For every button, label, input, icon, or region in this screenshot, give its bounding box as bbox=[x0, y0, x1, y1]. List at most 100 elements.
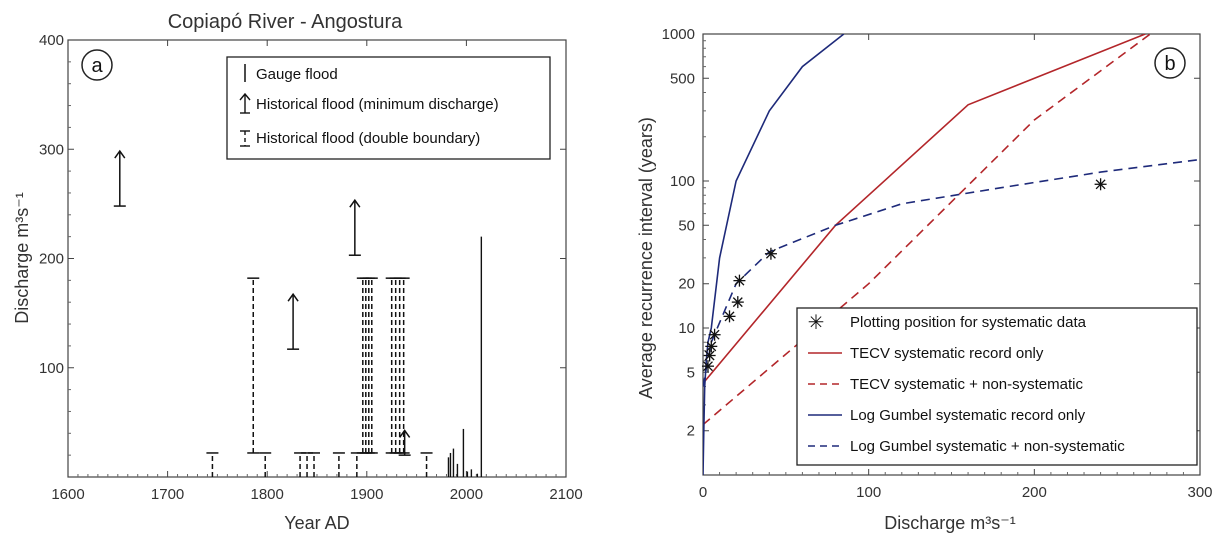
a-ytick-label: 200 bbox=[39, 251, 64, 268]
b-xtick-label: 0 bbox=[699, 484, 707, 501]
point-stroke bbox=[732, 297, 743, 308]
panel-a-ticks: 1600 1700 1800 1900 2000 2100 100 200 300 400 bbox=[39, 32, 583, 503]
panel-b: 0 100 200 300 2 5 10 20 50 100 500 1000 Discharge m… bbox=[636, 26, 1213, 533]
historical-double-boundary bbox=[356, 277, 369, 454]
historical-minimum bbox=[287, 292, 300, 350]
series-line-0 bbox=[703, 34, 1146, 384]
b-ytick-label: 100 bbox=[670, 173, 695, 190]
legend-plotting-position-marker: ✳ bbox=[808, 312, 825, 334]
panel-b-series bbox=[703, 34, 1200, 475]
panel-a-badge-letter: a bbox=[91, 55, 103, 77]
historical-double-boundary bbox=[362, 277, 375, 454]
historical-double-boundary bbox=[359, 277, 372, 454]
historical-double-boundary bbox=[301, 452, 314, 477]
legend-gauge-flood: Gauge flood bbox=[256, 66, 338, 83]
panel-a: Copiapó River - Angostura 1600 1700 1800 19… bbox=[12, 11, 583, 533]
minimum-arrow bbox=[287, 292, 299, 302]
a-xtick-label: 1700 bbox=[151, 486, 184, 503]
series-line-1 bbox=[703, 34, 1151, 426]
b-ytick-label: 20 bbox=[678, 276, 695, 293]
point-stroke bbox=[703, 361, 713, 372]
minimum-arrow bbox=[114, 149, 126, 159]
panel-a-legend-box bbox=[226, 56, 551, 160]
historical-minimum bbox=[348, 198, 361, 256]
point-stroke bbox=[1095, 179, 1106, 190]
plotting-position-point bbox=[764, 247, 777, 260]
b-xtick-label: 100 bbox=[856, 484, 881, 501]
plotting-position-point bbox=[731, 296, 744, 309]
panel-a-marks bbox=[113, 149, 483, 477]
plotting-position-point bbox=[701, 360, 714, 373]
b-ytick-label: 1000 bbox=[662, 26, 695, 43]
historical-double-boundary bbox=[247, 277, 260, 454]
b-xtick-label: 300 bbox=[1187, 484, 1212, 501]
minimum-arrow bbox=[349, 198, 361, 208]
historical-double-boundary bbox=[308, 452, 321, 477]
legend-tecv-nonsystematic: TECV systematic + non-systematic bbox=[850, 376, 1083, 393]
historical-double-boundary bbox=[294, 452, 307, 477]
panel-a-badge: a bbox=[81, 49, 113, 81]
legend-gumbel-systematic: Log Gumbel systematic record only bbox=[850, 407, 1086, 424]
a-xtick-label: 1800 bbox=[251, 486, 284, 503]
series-line-2 bbox=[703, 34, 845, 475]
minimum-arrow bbox=[399, 429, 411, 438]
plotting-position-point bbox=[723, 310, 736, 323]
point-stroke bbox=[706, 341, 717, 352]
panel-b-badge-circle bbox=[1154, 47, 1186, 79]
b-ytick-label: 10 bbox=[678, 320, 695, 337]
panel-b-xlabel: Discharge m³s⁻¹ bbox=[884, 513, 1016, 533]
legend-plotting-position: Plotting position for systematic data bbox=[850, 314, 1087, 331]
b-ytick-label: 500 bbox=[670, 70, 695, 87]
panel-b-badge: b bbox=[1154, 47, 1186, 79]
plotting-position-point bbox=[708, 328, 721, 341]
plotting-position-point bbox=[733, 274, 746, 287]
panel-b-legend-box bbox=[796, 307, 1198, 466]
a-xtick-label: 2100 bbox=[549, 486, 582, 503]
plotting-position-point bbox=[705, 340, 718, 353]
panel-b-ticks: 0 100 200 300 2 5 10 20 50 100 500 1000 bbox=[662, 26, 1213, 501]
panel-b-badge-letter: b bbox=[1164, 53, 1175, 75]
historical-double-boundary bbox=[365, 277, 378, 454]
panel-b-legend: ✳ Plotting position for systematic data … bbox=[796, 307, 1198, 466]
point-stroke bbox=[709, 329, 720, 340]
panel-b-marks bbox=[701, 34, 1200, 475]
legend-historical-minimum-marker bbox=[239, 92, 251, 114]
point-stroke bbox=[724, 311, 735, 322]
historical-double-boundary bbox=[259, 452, 272, 477]
historical-double-boundary bbox=[206, 452, 219, 477]
legend-historical-double: Historical flood (double boundary) bbox=[256, 130, 480, 147]
panel-a-xlabel: Year AD bbox=[284, 513, 349, 533]
panel-b-ylabel: Average recurrence interval (years) bbox=[636, 117, 656, 399]
a-ytick-label: 100 bbox=[39, 360, 64, 377]
a-ytick-label: 300 bbox=[39, 141, 64, 158]
plotting-position-point bbox=[1094, 178, 1107, 191]
b-ytick-label: 2 bbox=[687, 423, 695, 440]
historical-minimum bbox=[113, 149, 126, 207]
historical-double-boundary bbox=[350, 452, 363, 477]
legend-historical-minimum: Historical flood (minimum discharge) bbox=[256, 96, 499, 113]
a-xtick-label: 2000 bbox=[450, 486, 483, 503]
point-stroke bbox=[734, 275, 745, 286]
legend-gumbel-nonsystematic: Log Gumbel systematic + non-systematic bbox=[850, 438, 1125, 455]
panel-a-badge-circle bbox=[81, 49, 113, 81]
point-stroke bbox=[704, 350, 715, 361]
panel-a-legend: Gauge flood Historical flood (minimum di… bbox=[226, 56, 551, 160]
b-ytick-label: 50 bbox=[678, 217, 695, 234]
historical-double-boundary bbox=[332, 452, 345, 477]
legend-historical-double-marker bbox=[240, 130, 250, 147]
panel-a-ylabel: Discharge m³s⁻¹ bbox=[12, 192, 32, 324]
a-xtick-label: 1900 bbox=[350, 486, 383, 503]
point-stroke bbox=[765, 248, 776, 259]
a-ytick-label: 400 bbox=[39, 32, 64, 49]
panel-a-title: Copiapó River - Angostura bbox=[168, 11, 403, 33]
historical-double-boundary bbox=[420, 452, 433, 477]
a-xtick-label: 1600 bbox=[51, 486, 84, 503]
b-xtick-label: 200 bbox=[1022, 484, 1047, 501]
b-ytick-label: 5 bbox=[687, 364, 695, 381]
plotting-position-point bbox=[703, 349, 716, 362]
series-line-3 bbox=[703, 158, 1200, 387]
historical-minimum bbox=[398, 429, 411, 456]
legend-tecv-systematic: TECV systematic record only bbox=[850, 345, 1044, 362]
historical-double-boundary bbox=[397, 277, 410, 454]
